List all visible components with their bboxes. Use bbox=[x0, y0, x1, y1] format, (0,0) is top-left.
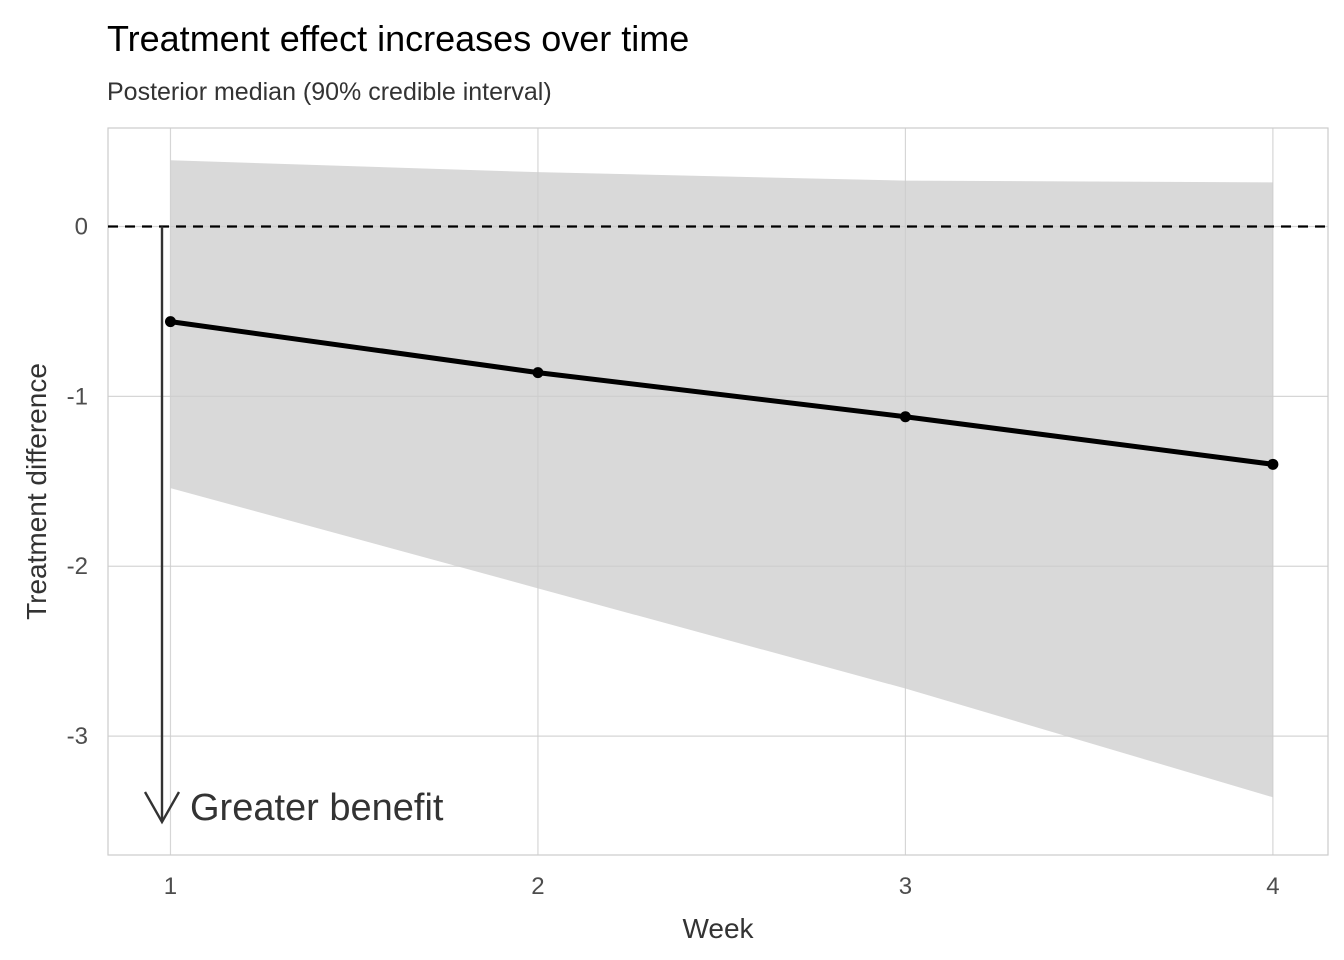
median-line bbox=[170, 319, 1274, 467]
median-point-week-2 bbox=[532, 367, 544, 379]
median-point-week-4 bbox=[1267, 458, 1279, 470]
y-tick-label--2: -2 bbox=[67, 553, 88, 580]
x-tick-label-2: 2 bbox=[531, 873, 544, 900]
annotation-greater-benefit: Greater benefit bbox=[190, 787, 444, 829]
x-axis-title: Week bbox=[682, 913, 754, 944]
y-tick-label--1: -1 bbox=[67, 383, 88, 410]
y-tick-label-0: 0 bbox=[75, 214, 88, 241]
panel-border bbox=[107, 127, 1329, 856]
y-axis-title: Treatment difference bbox=[21, 363, 52, 620]
chart-subtitle: Posterior median (90% credible interval) bbox=[107, 78, 552, 106]
median-point-week-3 bbox=[899, 411, 911, 423]
x-tick-label-4: 4 bbox=[1266, 873, 1279, 900]
x-tick-label-3: 3 bbox=[899, 873, 912, 900]
chart-title: Treatment effect increases over time bbox=[107, 18, 690, 59]
median-point-week-1 bbox=[164, 316, 176, 328]
benefit-arrow-head bbox=[143, 791, 181, 825]
x-tick-label-1: 1 bbox=[164, 873, 177, 900]
credible-interval-band bbox=[170, 160, 1273, 798]
y-tick-label--3: -3 bbox=[67, 723, 88, 750]
